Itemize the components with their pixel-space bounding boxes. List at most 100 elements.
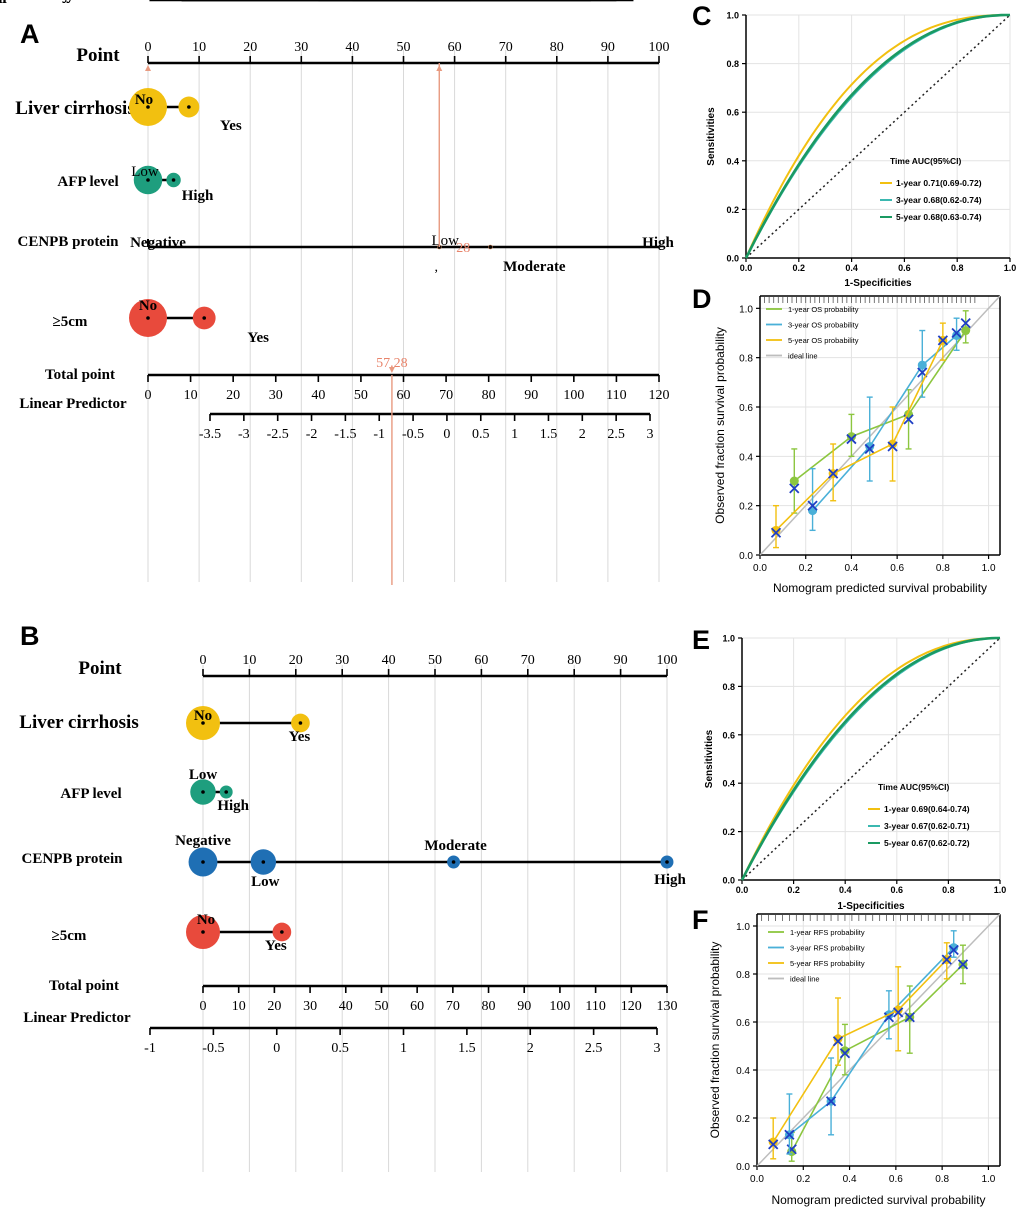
prob-tick-label: 0.05 xyxy=(498,0,523,4)
y-tick-label: 0.6 xyxy=(736,1018,750,1029)
x-axis-title: Nomogram predicted survival probability xyxy=(771,1193,985,1207)
x-tick-label: 0.0 xyxy=(753,563,767,574)
calibration-point xyxy=(917,360,927,370)
calibration-line-1 xyxy=(790,963,964,1152)
total-tick-label: 70 xyxy=(439,388,453,403)
prob-axis-label-1: 1-year OS probability xyxy=(0,0,70,4)
linear-tick-label: 1.5 xyxy=(540,427,558,442)
x-tick-label: 0.4 xyxy=(839,885,852,895)
legend-entry: 3-year OS probability xyxy=(788,321,859,330)
prob-tick-label: 0.70.65 xyxy=(200,0,242,4)
total-point-label: Total point xyxy=(45,367,115,383)
level-dot xyxy=(146,178,150,182)
x-tick-label: 1.0 xyxy=(994,885,1007,895)
total-tick-label: 30 xyxy=(303,999,317,1014)
point-tick-label: 80 xyxy=(550,40,564,55)
y-tick-label: 0.6 xyxy=(739,403,753,414)
calibration-line-3 xyxy=(772,959,948,1143)
x-tick-label: 0.0 xyxy=(750,1174,764,1185)
point-tick-label: 40 xyxy=(345,40,359,55)
y-tick-label: 0.8 xyxy=(736,970,750,981)
y-tick-label: 0.0 xyxy=(722,876,735,886)
bias-corrected-cross xyxy=(887,441,898,452)
legend-title: Time AUC(95%CI) xyxy=(890,156,961,166)
point-tick-label: 90 xyxy=(614,653,628,668)
linear-tick-label: -1 xyxy=(144,1041,156,1056)
x-tick-label: 0.2 xyxy=(796,1174,810,1185)
prob-tick-label: 0.85 xyxy=(476,0,501,4)
y-tick-label: 0.8 xyxy=(722,682,735,692)
legend-entry: 5-year 0.68(0.63-0.74) xyxy=(896,212,982,222)
prob-tick-label: 0.95 xyxy=(404,0,429,4)
prob-tick-label: 0.9 xyxy=(361,0,379,4)
diagonal-reference-line xyxy=(741,637,1001,881)
level-dot xyxy=(201,790,205,794)
linear-tick-label: 2 xyxy=(579,427,586,442)
bias-corrected-cross xyxy=(768,1139,779,1150)
roc-curve-3 xyxy=(740,636,1000,881)
prob-axis-label-3: 5-year OS probability xyxy=(0,0,70,4)
linear-tick-label: 0 xyxy=(273,1041,280,1056)
point-tick-label: 100 xyxy=(657,653,678,668)
level-label-negative: Negative xyxy=(130,235,186,251)
x-axis-title: 1-Specificities xyxy=(837,901,905,912)
total-tick-label: 50 xyxy=(354,388,368,403)
y-tick-label: 0.2 xyxy=(726,205,739,215)
prob-tick-label: 0.85 xyxy=(169,0,194,4)
level-label-high: High xyxy=(182,188,214,204)
calibration-line-1 xyxy=(793,330,967,482)
x-tick-label: 0.8 xyxy=(935,1174,949,1185)
total-tick-label: 10 xyxy=(184,388,198,403)
prob-tick-label: 0.25 xyxy=(376,0,401,4)
prob-tick-label: 0.45 xyxy=(273,0,298,4)
point-tick-label: 20 xyxy=(243,40,257,55)
x-tick-label: 1.0 xyxy=(1004,263,1017,273)
variable-label-5cm: ≥5cm xyxy=(52,928,87,944)
linear-tick-label: 0 xyxy=(443,427,450,442)
x-tick-label: 0.2 xyxy=(787,885,800,895)
point-tick-label: 60 xyxy=(474,653,488,668)
level-label-moderate: Moderate xyxy=(503,259,566,275)
y-tick-label: 0.0 xyxy=(726,254,739,264)
level-dot xyxy=(201,930,205,934)
linear-predictor-label: Linear Predictor xyxy=(23,1010,131,1026)
bias-corrected-cross xyxy=(957,959,969,970)
level-dot xyxy=(488,245,493,249)
point-tick-label: 60 xyxy=(448,40,462,55)
total-tick-label: 80 xyxy=(482,388,496,403)
prob-tick-label: 0.60.5 xyxy=(539,0,574,4)
x-tick-label: 0.0 xyxy=(740,263,753,273)
prob-tick-label: 0.2 xyxy=(625,0,643,4)
calibration-point xyxy=(893,1005,903,1015)
prob-tick-label: 0.25 xyxy=(348,0,373,4)
legend-entry: 1-year RFS probability xyxy=(790,928,865,937)
annotation-comma: , xyxy=(435,260,439,275)
bias-corrected-cross xyxy=(770,527,782,538)
x-tick-label: 0.2 xyxy=(799,563,813,574)
point-tick-label: 10 xyxy=(242,653,256,668)
point-tick-label: 90 xyxy=(601,40,615,55)
linear-tick-label: -0.5 xyxy=(202,1041,224,1056)
y-tick-label: 0.6 xyxy=(726,108,739,118)
x-tick-label: 1.0 xyxy=(981,1174,995,1185)
level-label-yes: Yes xyxy=(247,330,269,346)
x-tick-label: 1.0 xyxy=(982,563,996,574)
variable-label-liver-cirrhosis: Liver cirrhosis xyxy=(19,712,138,733)
bias-corrected-cross xyxy=(825,1096,837,1107)
prob-axis-label-1: 1-year RFS probability xyxy=(0,0,74,4)
level-label-high: High xyxy=(654,872,686,888)
y-tick-label: 0.8 xyxy=(739,354,753,365)
annotation-arrow xyxy=(388,367,395,373)
bias-corrected-cross xyxy=(807,500,818,511)
total-tick-label: 40 xyxy=(311,388,325,403)
total-tick-label: 20 xyxy=(226,388,240,403)
bias-corrected-cross xyxy=(784,1129,795,1140)
calibration-point xyxy=(840,1046,850,1056)
level-label-yes: Yes xyxy=(220,118,242,134)
x-tick-label: 0.0 xyxy=(736,885,749,895)
y-tick-label: 0.4 xyxy=(739,452,753,463)
level-dot xyxy=(224,790,228,794)
y-tick-label: 1.0 xyxy=(726,11,739,21)
level-dot xyxy=(202,316,207,320)
